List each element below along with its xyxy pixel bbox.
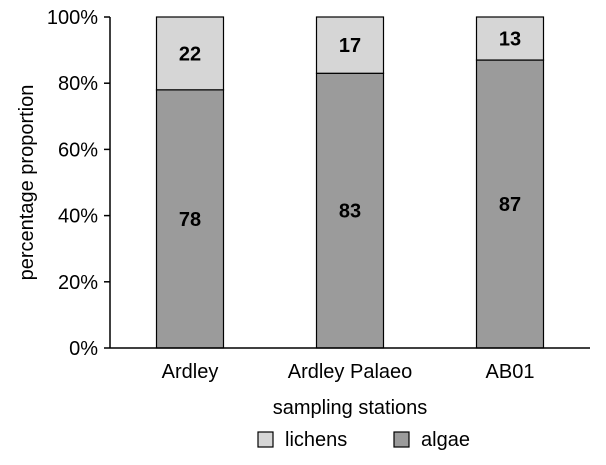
y-ticks-layer: 0% 20% 40% 60% 80% 100% bbox=[47, 7, 110, 360]
y-tick-label: 20% bbox=[58, 272, 98, 294]
x-tick-label: AB01 bbox=[486, 361, 535, 383]
x-tick-label: Ardley bbox=[162, 361, 219, 383]
y-tick-label: 40% bbox=[58, 206, 98, 228]
y-tick-label: 60% bbox=[58, 139, 98, 161]
legend-label-algae: algae bbox=[421, 429, 470, 451]
bar-segment-lichens bbox=[155, 16, 225, 91]
legend: lichens algae bbox=[257, 429, 470, 451]
data-label-lichens: 22 bbox=[179, 43, 201, 65]
bars-layer bbox=[155, 16, 545, 349]
data-label-lichens: 13 bbox=[499, 29, 521, 51]
x-tick-label: Ardley Palaeo bbox=[288, 361, 413, 383]
y-tick-label: 80% bbox=[58, 73, 98, 95]
data-label-algae: 83 bbox=[339, 201, 361, 223]
legend-swatch-algae bbox=[393, 431, 410, 448]
data-label-algae: 78 bbox=[179, 209, 201, 231]
bar-segment-lichens bbox=[315, 16, 385, 74]
legend-swatch-lichens bbox=[257, 431, 274, 448]
y-tick-label: 100% bbox=[47, 7, 98, 29]
bar-segment-algae bbox=[475, 59, 545, 349]
legend-label-lichens: lichens bbox=[285, 429, 347, 451]
axes-layer bbox=[109, 17, 590, 349]
x-ticks-layer: Ardley Ardley Palaeo AB01 bbox=[162, 361, 535, 383]
y-tick-label: 0% bbox=[69, 338, 98, 360]
x-axis-title: sampling stations bbox=[273, 397, 428, 419]
data-labels-layer: 78 22 83 17 87 13 bbox=[179, 29, 521, 231]
data-label-algae: 87 bbox=[499, 194, 521, 216]
data-label-lichens: 17 bbox=[339, 35, 361, 57]
bar-segment-lichens bbox=[475, 16, 545, 61]
y-axis-title: percentage proportion bbox=[16, 85, 38, 281]
bar-segment-algae bbox=[155, 89, 225, 349]
